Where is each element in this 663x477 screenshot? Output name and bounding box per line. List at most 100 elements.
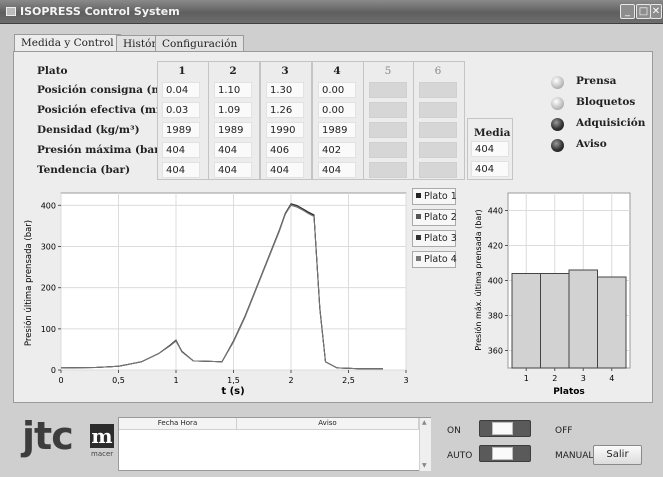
disabled-field bbox=[419, 122, 457, 138]
y-axis-label: Presión máx. última prensada (bar) bbox=[473, 209, 483, 350]
posicion-consigna-field[interactable]: 1.10 bbox=[214, 82, 252, 98]
densidad-value: 1989 bbox=[162, 122, 200, 138]
tendencia-value: 404 bbox=[162, 162, 200, 178]
bar-plato-3 bbox=[568, 269, 598, 369]
legend-item-plato-3[interactable]: Plato 3 bbox=[412, 230, 457, 247]
row-label-presion-maxima: Presión máxima (bar) bbox=[37, 144, 165, 156]
disabled-field bbox=[369, 82, 407, 98]
y-tick-label: 380 bbox=[488, 312, 503, 321]
media-tendencia-value: 404 bbox=[471, 161, 509, 177]
tab-configuracion[interactable]: Configuración bbox=[155, 35, 245, 53]
y-tick-label: 0 bbox=[51, 366, 56, 375]
bar-plato-1 bbox=[511, 273, 541, 369]
x-tick-label: 2 bbox=[288, 376, 293, 385]
posicion-efectiva-value: 0.00 bbox=[318, 102, 356, 118]
row-label-tendencia: Tendencia (bar) bbox=[37, 164, 131, 176]
bar-plato-4 bbox=[597, 276, 627, 369]
column-header-fecha-hora[interactable]: Fecha Hora bbox=[119, 418, 237, 430]
posicion-efectiva-value: 0.03 bbox=[162, 102, 200, 118]
legend-item-plato-1[interactable]: Plato 1 bbox=[412, 188, 457, 205]
title-bar: ISOPRESS Control System _ □ ✕ bbox=[0, 0, 663, 24]
scroll-down-icon[interactable]: ▼ bbox=[422, 462, 427, 469]
x-axis-label: Platos bbox=[553, 387, 585, 397]
disabled-field bbox=[419, 162, 457, 178]
switch-knob[interactable] bbox=[492, 422, 513, 435]
presion-maxima-value: 404 bbox=[214, 142, 252, 158]
posicion-consigna-field[interactable]: 0.04 bbox=[162, 82, 200, 98]
media-presion-maxima-value: 404 bbox=[471, 141, 509, 157]
on-off-switch[interactable] bbox=[479, 420, 531, 437]
switch-knob[interactable] bbox=[492, 447, 513, 460]
posicion-consigna-field[interactable]: 1.30 bbox=[266, 82, 304, 98]
disabled-field bbox=[419, 82, 457, 98]
legend-swatch-icon bbox=[416, 193, 421, 198]
presion-maxima-value: 404 bbox=[162, 142, 200, 158]
macer-logo-mark: m bbox=[90, 424, 114, 448]
tendencia-value: 404 bbox=[214, 162, 252, 178]
y-tick-label: 400 bbox=[488, 277, 503, 286]
densidad-value: 1989 bbox=[318, 122, 356, 138]
y-tick-label: 440 bbox=[488, 207, 503, 216]
legend-swatch-icon bbox=[416, 214, 421, 219]
scroll-up-icon[interactable]: ▲ bbox=[422, 419, 427, 426]
plato-column-frame bbox=[312, 61, 364, 180]
tab-medida-y-control[interactable]: Medida y Control bbox=[14, 34, 121, 53]
log-scrollbar[interactable]: ▲ ▼ bbox=[419, 418, 431, 471]
column-header-plato-1: 1 bbox=[178, 65, 186, 77]
auto-manual-switch[interactable] bbox=[479, 445, 531, 462]
auto-label: AUTO bbox=[447, 451, 473, 461]
adquisicion-label: Adquisición bbox=[576, 117, 646, 129]
series-line-plato-4 bbox=[60, 204, 383, 370]
plato-column-frame bbox=[363, 61, 415, 180]
posicion-consigna-field[interactable]: 0.00 bbox=[318, 82, 356, 98]
legend-item-plato-4[interactable]: Plato 4 bbox=[412, 251, 457, 268]
densidad-value: 1989 bbox=[214, 122, 252, 138]
macer-logo-text: macer bbox=[91, 450, 114, 458]
plato-column-frame bbox=[157, 61, 209, 180]
prensa-led-icon bbox=[551, 76, 564, 89]
x-tick-label: 0 bbox=[58, 376, 63, 385]
off-label: OFF bbox=[555, 426, 573, 436]
plato-column-frame bbox=[260, 61, 312, 180]
jtc-logo: jtc bbox=[22, 414, 74, 458]
minimize-button[interactable]: _ bbox=[620, 4, 635, 19]
densidad-value: 1990 bbox=[266, 122, 304, 138]
close-button[interactable]: ✕ bbox=[650, 4, 662, 19]
maximize-button[interactable]: □ bbox=[636, 4, 651, 19]
x-tick-label: 4 bbox=[609, 374, 614, 383]
disabled-field bbox=[369, 162, 407, 178]
tendencia-value: 404 bbox=[318, 162, 356, 178]
x-tick-label: 1 bbox=[524, 374, 529, 383]
x-tick-label: 0,5 bbox=[112, 376, 125, 385]
window-title: ISOPRESS Control System bbox=[20, 5, 180, 18]
y-tick-label: 400 bbox=[41, 201, 56, 210]
posicion-efectiva-value: 1.09 bbox=[214, 102, 252, 118]
plato-column-frame bbox=[208, 61, 260, 180]
row-label-posicion-efectiva: Posición efectiva (mm) bbox=[37, 104, 173, 116]
exit-button[interactable]: Salir bbox=[593, 445, 642, 465]
disabled-field bbox=[419, 142, 457, 158]
bloquetos-label: Bloquetos bbox=[576, 96, 636, 108]
bloquetos-led-icon bbox=[551, 97, 564, 110]
pressure-line-chart: 0 0,5 1 1,5 2 2,5 3 0 100 200 300 400 t (s) Presión… bbox=[23, 192, 409, 397]
row-label-plato: Plato bbox=[37, 65, 68, 77]
x-tick-label: 3 bbox=[403, 376, 408, 385]
column-header-aviso[interactable]: Aviso bbox=[237, 418, 419, 430]
max-pressure-bar-chart: 360 380 400 420 440 1 2 3 4 Platos Presión máx. … bbox=[473, 192, 631, 397]
alarm-log-table[interactable]: Fecha Hora Aviso ▲ ▼ bbox=[118, 417, 431, 471]
row-label-posicion-consigna: Posición consigna (mm) bbox=[37, 84, 179, 96]
row-label-densidad: Densidad (kg/m³) bbox=[37, 124, 140, 136]
x-tick-label: 2 bbox=[552, 374, 557, 383]
y-axis-label: Presión última prensada (bar) bbox=[23, 220, 34, 346]
column-header-plato-4: 4 bbox=[333, 65, 341, 77]
column-header-plato-2: 2 bbox=[229, 65, 237, 77]
media-frame bbox=[467, 118, 513, 180]
presion-maxima-value: 402 bbox=[318, 142, 356, 158]
legend-swatch-icon bbox=[416, 235, 421, 240]
column-header-plato-5: 5 bbox=[384, 65, 392, 77]
aviso-label: Aviso bbox=[576, 138, 607, 150]
legend-item-plato-2[interactable]: Plato 2 bbox=[412, 209, 457, 226]
column-header-plato-6: 6 bbox=[434, 65, 442, 77]
media-header: Media bbox=[474, 127, 511, 139]
disabled-field bbox=[419, 102, 457, 118]
